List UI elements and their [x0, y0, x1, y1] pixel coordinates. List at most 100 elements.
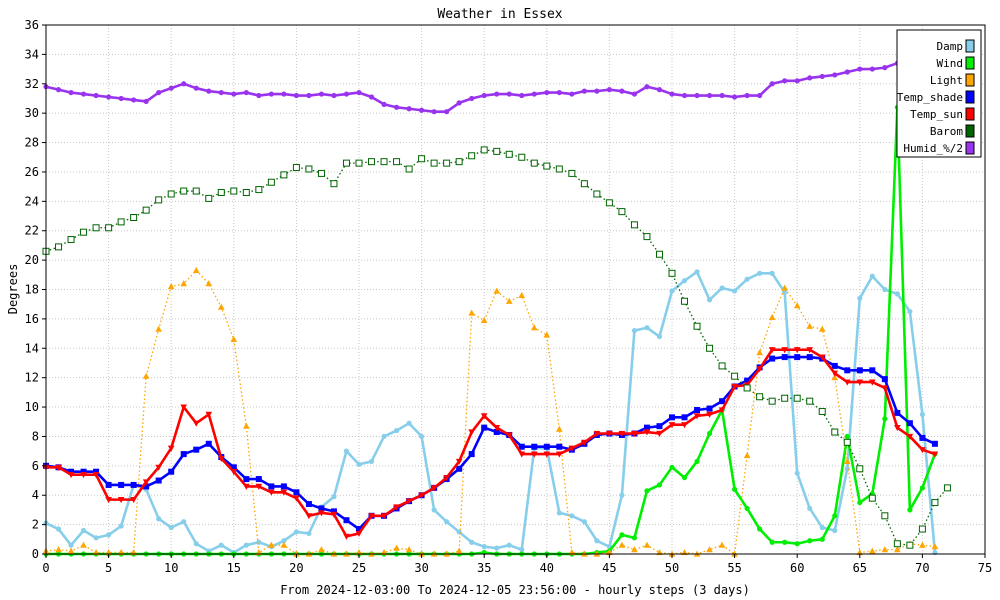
data-point — [143, 483, 150, 490]
data-point — [217, 303, 225, 310]
data-point — [744, 276, 750, 282]
data-point — [843, 457, 851, 465]
legend-label: Damp — [937, 40, 964, 53]
data-point — [744, 92, 750, 99]
data-point — [105, 224, 113, 232]
data-point — [117, 218, 125, 226]
x-tick-label: 30 — [414, 561, 428, 575]
data-point — [268, 541, 275, 548]
data-point — [768, 397, 776, 405]
data-point — [857, 295, 863, 301]
data-point — [719, 92, 725, 99]
data-point — [518, 291, 526, 298]
data-point — [744, 505, 750, 512]
data-point — [669, 288, 675, 294]
series-line — [45, 270, 937, 554]
data-point — [618, 430, 626, 438]
data-point — [243, 476, 250, 483]
data-point — [656, 430, 663, 438]
data-point — [669, 91, 675, 97]
data-point — [167, 445, 175, 452]
data-point — [480, 316, 488, 323]
data-point — [330, 180, 338, 188]
data-point — [769, 355, 776, 362]
data-point — [118, 95, 124, 102]
data-point — [468, 451, 475, 458]
data-point — [281, 538, 287, 544]
data-point — [756, 349, 763, 356]
data-point — [619, 492, 625, 498]
data-point — [568, 445, 576, 452]
data-point — [256, 92, 262, 99]
data-point — [356, 526, 362, 533]
legend-swatch — [965, 107, 975, 121]
data-point — [230, 335, 238, 343]
data-point — [719, 285, 725, 291]
data-point — [142, 372, 150, 379]
data-point — [356, 461, 362, 467]
data-point — [819, 73, 825, 80]
data-point — [543, 451, 551, 458]
data-point — [856, 367, 863, 374]
data-point — [193, 85, 199, 91]
data-point — [843, 379, 851, 386]
data-point — [807, 505, 813, 512]
data-point — [644, 488, 650, 494]
x-tick-label: 55 — [727, 561, 741, 575]
data-point — [518, 451, 526, 458]
data-point — [205, 411, 213, 418]
data-point — [180, 404, 188, 411]
data-point — [67, 236, 75, 244]
series-barom — [42, 146, 951, 549]
data-point — [881, 376, 888, 383]
data-point — [681, 474, 688, 481]
data-point — [581, 439, 588, 446]
y-tick-label: 28 — [25, 136, 39, 150]
data-point — [456, 529, 462, 535]
data-point — [818, 325, 826, 332]
data-point — [443, 159, 451, 167]
data-point — [217, 455, 225, 462]
data-point — [718, 541, 726, 548]
data-point — [205, 194, 213, 202]
data-point — [844, 466, 850, 472]
data-point — [631, 546, 638, 553]
data-point — [518, 443, 525, 450]
data-point — [106, 532, 112, 538]
data-point — [643, 233, 651, 241]
data-point — [155, 196, 163, 204]
data-point — [694, 92, 700, 99]
data-point — [343, 91, 350, 97]
legend-swatch — [965, 124, 975, 138]
data-point — [644, 325, 650, 331]
data-point — [894, 546, 901, 553]
data-point — [480, 146, 488, 154]
data-point — [782, 78, 788, 84]
y-tick-label: 30 — [25, 106, 39, 120]
data-point — [130, 481, 137, 488]
data-point — [919, 541, 926, 548]
data-point — [481, 92, 487, 99]
data-point — [192, 187, 200, 195]
data-point — [832, 513, 838, 519]
legend-item: Temp_shade — [897, 90, 975, 104]
data-point — [781, 284, 788, 291]
data-point — [594, 88, 600, 94]
data-point — [67, 547, 75, 554]
data-point — [531, 443, 538, 450]
data-point — [80, 91, 87, 97]
data-point — [393, 427, 400, 434]
data-point — [757, 270, 763, 276]
data-point — [606, 430, 613, 438]
data-point — [281, 91, 287, 97]
data-point — [93, 468, 100, 475]
data-point — [618, 208, 626, 216]
data-point — [832, 72, 838, 78]
data-point — [405, 165, 413, 173]
data-point — [756, 366, 763, 373]
axis-ticks: 0 5 10 15 20 25 30 35 40 45 50 55 60 65 70 750246810121… — [25, 18, 993, 575]
data-point — [368, 513, 375, 520]
data-point — [80, 541, 87, 548]
legend-label: Light — [930, 74, 963, 87]
